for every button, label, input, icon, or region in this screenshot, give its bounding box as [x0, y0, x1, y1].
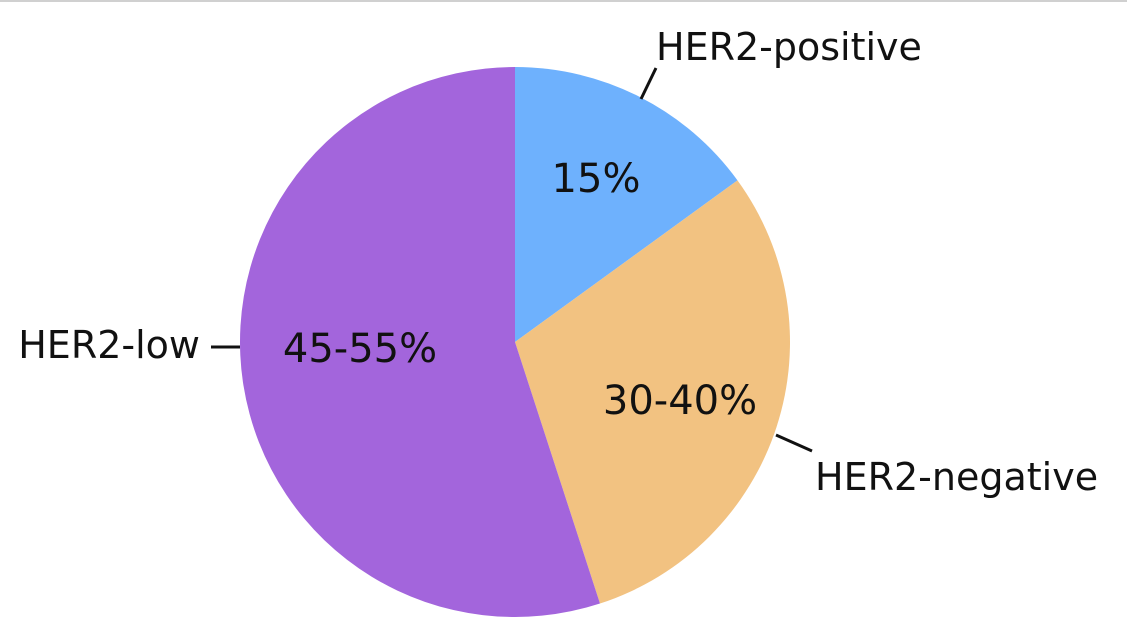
- leader-line-her2-positive: [639, 67, 658, 100]
- value-label-her2-low: 45-55%: [283, 326, 437, 372]
- slice-label-her2-negative: HER2-negative: [815, 455, 1098, 499]
- pie-slice-her2-low: [239, 67, 600, 617]
- value-label-her2-positive: 15%: [552, 156, 641, 202]
- value-label-her2-negative: 30-40%: [603, 378, 757, 424]
- slice-label-her2-low: HER2-low: [18, 323, 200, 367]
- pie-slice-her2-positive: [515, 67, 738, 342]
- slice-label-her2-positive: HER2-positive: [656, 25, 922, 69]
- leader-line-her2-negative: [775, 433, 813, 453]
- pie-slice-her2-negative: [515, 180, 790, 604]
